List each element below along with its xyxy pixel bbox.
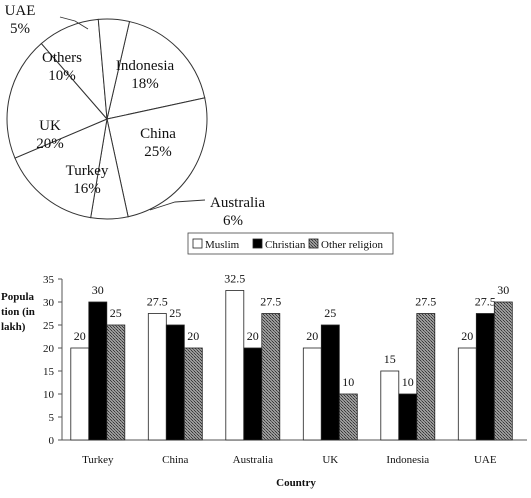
legend-swatch-christian: [252, 238, 263, 249]
pie-slice-uae: [97, 18, 131, 120]
legend-label-christian: Christian: [265, 239, 306, 251]
bar-label-uk-other-religion: 10: [342, 375, 354, 389]
bar-indonesia-other-religion: [416, 313, 436, 441]
bar-china-christian: [165, 324, 185, 441]
pie-label-uae: UAE: [5, 3, 36, 19]
bar-turkey-muslim: [70, 347, 90, 441]
bar-label-indonesia-other-religion: 27.5: [415, 295, 436, 309]
y-axis-title: Popula tion (in lakh): [1, 291, 35, 333]
pie-label-china: China: [140, 126, 176, 142]
bar-label-uae-christian: 27.5: [475, 295, 496, 309]
bar-australia-christian: [243, 347, 263, 441]
legend-label-other-religion: Other religion: [321, 239, 384, 251]
bar-label-china-other-religion: 20: [187, 329, 199, 343]
legend: Muslim Christian Other religion: [187, 232, 394, 255]
x-axis-title: Country: [276, 477, 316, 489]
bar-chart: 0 5 10 15 20 25 30 35 Popula tion (in lakh) 20 30 25 T…: [1, 232, 527, 489]
bar-uae-christian: [475, 313, 495, 441]
y-axis-title-line: tion (in: [1, 306, 35, 318]
bar-uk-muslim: [302, 347, 322, 441]
y-tick-label: 35: [43, 274, 55, 286]
bar-label-uk-christian: 25: [324, 306, 336, 320]
legend-swatch-muslim: [192, 238, 203, 249]
bar-australia-other-religion: [261, 313, 281, 441]
pie-percent-indonesia: 18%: [131, 76, 159, 92]
pie-slice-turkey: [14, 118, 108, 219]
bar-label-indonesia-muslim: 15: [384, 352, 396, 366]
bar-label-uae-muslim: 20: [461, 329, 473, 343]
y-tick-label: 10: [43, 389, 55, 401]
bar-uk-other-religion: [338, 393, 358, 441]
bar-label-australia-christian: 20: [247, 329, 259, 343]
x-tick-label-turkey: Turkey: [82, 454, 114, 466]
pie-label-indonesia: Indonesia: [116, 58, 175, 74]
bar-indonesia-christian: [398, 393, 418, 441]
x-tick-label-uae: UAE: [474, 454, 497, 466]
bar-label-australia-muslim: 32.5: [224, 272, 245, 286]
bar-indonesia-muslim: [380, 370, 400, 441]
bar-uae-muslim: [457, 347, 477, 441]
bar-label-turkey-muslim: 20: [74, 329, 86, 343]
pie-slice-china: [106, 97, 208, 218]
legend-box: [187, 232, 394, 255]
x-tick-label-australia: Australia: [233, 454, 273, 466]
bar-label-turkey-christian: 30: [92, 283, 104, 297]
bar-label-turkey-other-religion: 25: [110, 306, 122, 320]
y-axis-title-line: Popula: [1, 291, 35, 303]
bar-label-uk-muslim: 20: [306, 329, 318, 343]
bar-china-muslim: [147, 313, 167, 441]
y-tick-label: 15: [43, 366, 55, 378]
bar-turkey-christian: [88, 301, 108, 441]
y-tick-label: 0: [49, 435, 55, 447]
legend-label-muslim: Muslim: [205, 239, 240, 251]
bar-china-other-religion: [183, 347, 203, 441]
pie-leader-australia: [149, 199, 206, 211]
x-tick-label-china: China: [162, 454, 188, 466]
pie-label-others: Others: [42, 50, 82, 66]
bar-turkey-other-religion: [106, 324, 126, 441]
y-axis-title-line: lakh): [1, 321, 26, 333]
x-tick-label-indonesia: Indonesia: [386, 454, 429, 466]
bar-australia-muslim: [225, 290, 245, 441]
pie-chart: Indonesia 18% China 25% Australia 6% Turkey 16%…: [5, 3, 266, 229]
bar-label-uae-other-religion: 30: [497, 283, 509, 297]
y-tick-label: 5: [49, 412, 55, 424]
y-tick-label: 20: [43, 343, 55, 355]
pie-percent-australia: 6%: [223, 213, 243, 229]
legend-swatch-other-religion: [308, 238, 319, 249]
pie-slice-uk: [6, 42, 108, 159]
x-tick-label-uk: UK: [322, 454, 338, 466]
pie-percent-others: 10%: [48, 68, 76, 84]
pie-percent-turkey: 16%: [73, 181, 101, 197]
pie-percent-uae: 5%: [10, 21, 30, 37]
pie-label-uk: UK: [39, 118, 61, 134]
bar-label-australia-other-religion: 27.5: [260, 295, 281, 309]
y-tick-label: 25: [43, 320, 55, 332]
bar-uae-other-religion: [493, 301, 513, 441]
pie-percent-uk: 20%: [36, 136, 64, 152]
bar-label-china-muslim: 27.5: [147, 295, 168, 309]
pie-leader-uae: [59, 16, 89, 30]
pie-percent-china: 25%: [144, 144, 172, 160]
pie-label-australia: Australia: [210, 195, 265, 211]
bar-label-indonesia-christian: 10: [402, 375, 414, 389]
y-tick-label: 30: [43, 297, 55, 309]
pie-slice-indonesia: [106, 20, 206, 120]
bar-label-china-christian: 25: [169, 306, 181, 320]
bar-uk-christian: [320, 324, 340, 441]
pie-label-turkey: Turkey: [66, 163, 109, 179]
